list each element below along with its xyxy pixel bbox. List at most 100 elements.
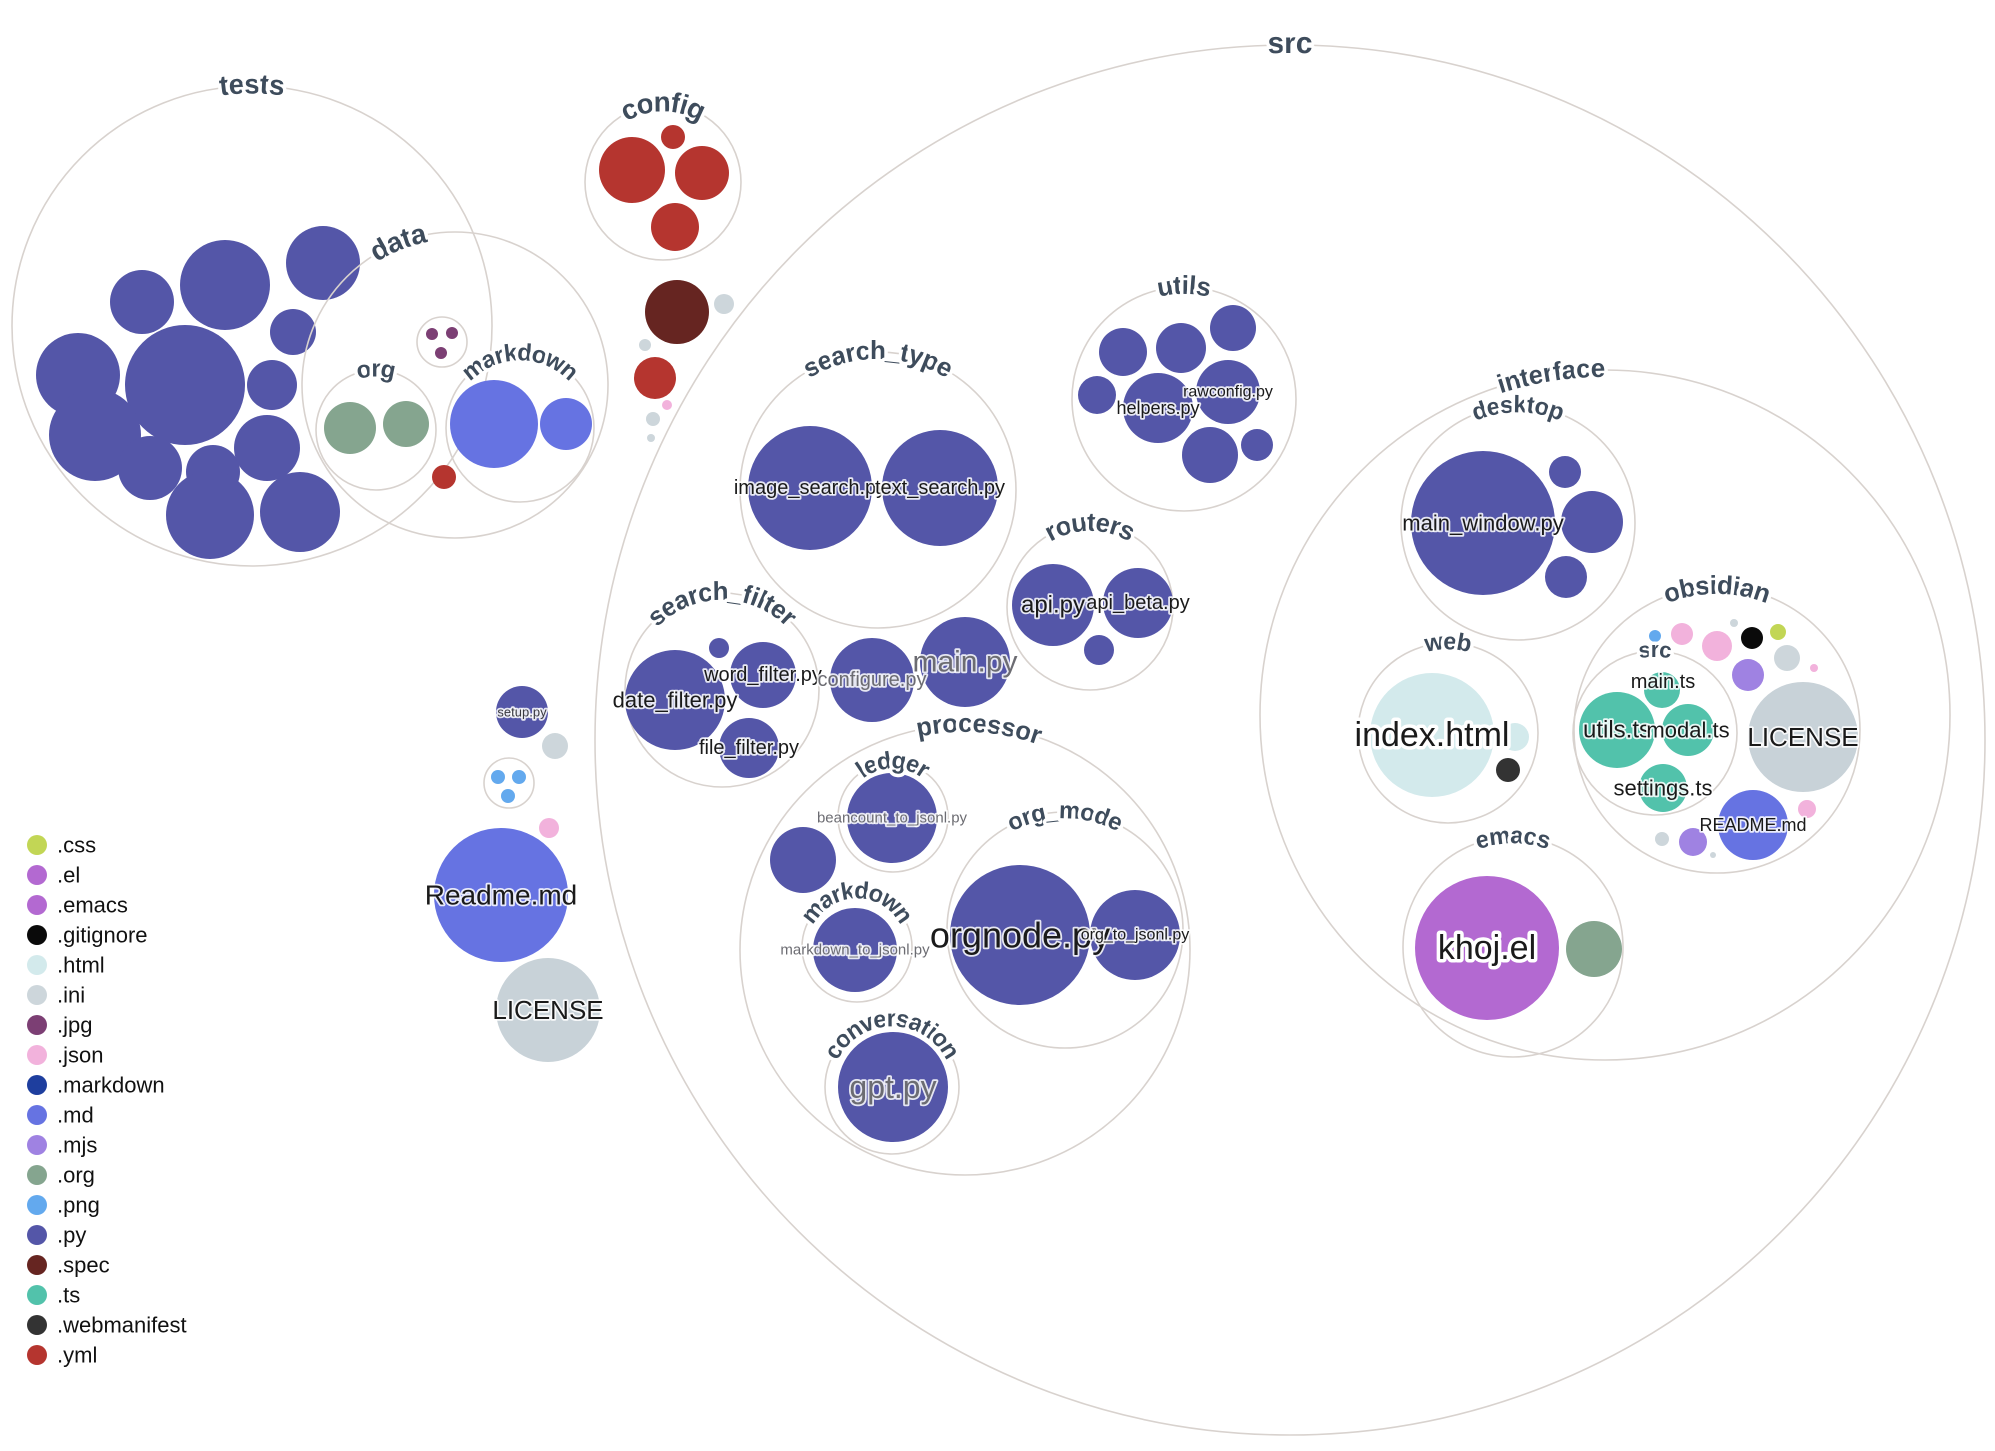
file-html-file[interactable] [1501,723,1529,751]
file-test-file[interactable] [110,270,174,334]
file-Readme.md[interactable] [434,828,568,962]
file-setup.py[interactable] [496,686,548,738]
file-gpt.py[interactable] [838,1032,948,1142]
folder-desktop[interactable] [1400,405,1636,641]
file-py-file[interactable] [1561,491,1623,553]
file-yml-file[interactable] [634,357,676,399]
file-LICENSE[interactable] [1748,682,1858,792]
file-beancount_to_jsonl.py[interactable] [847,773,937,863]
file-png-file[interactable] [491,770,505,784]
file-json-file[interactable] [1671,623,1693,645]
file-gitignore-file[interactable] [1741,627,1763,649]
file-yml-file[interactable] [675,146,729,200]
file-settings.ts[interactable] [1639,764,1687,812]
file-json-file[interactable] [662,400,672,410]
folder-utils[interactable] [1071,286,1297,512]
file-json-file[interactable] [1798,800,1816,818]
folder-src[interactable] [594,44,1986,1436]
folder-org_mode[interactable] [946,811,1184,1049]
folder-src[interactable] [1572,650,1738,816]
file-org-file[interactable] [1566,921,1622,977]
file-md-file[interactable] [450,380,538,468]
folder-assets[interactable] [483,757,535,809]
file-css-file[interactable] [1770,624,1786,640]
file-test-file[interactable] [49,389,141,481]
file-py-file[interactable] [1156,323,1206,373]
file-org_to_jsonl.py[interactable] [1090,890,1180,980]
file-image_search.py[interactable] [748,426,872,550]
file-py-file[interactable] [709,638,729,658]
folder-web[interactable] [1357,642,1539,824]
file-jpg-file[interactable] [446,327,458,339]
file-yml-file[interactable] [661,125,685,149]
file-org-file[interactable] [324,402,376,454]
file-mjs-file[interactable] [1679,828,1707,856]
file-README.md[interactable] [1718,790,1788,860]
file-word_filter.py[interactable] [730,642,796,708]
file-json-file[interactable] [1702,631,1732,661]
file-webmanifest-file[interactable] [1496,758,1520,782]
file-configure.py[interactable] [830,638,914,722]
file-ini-file[interactable] [1655,832,1669,846]
file-khoj.el[interactable] [1415,876,1559,1020]
file-main.py[interactable] [920,617,1010,707]
file-png-file[interactable] [501,789,515,803]
file-khoj.spec[interactable] [645,280,709,344]
folder-routers[interactable] [1006,523,1174,691]
file-test-file[interactable] [247,360,297,410]
file-helpers.py[interactable] [1123,373,1193,443]
file-py-file[interactable] [1549,456,1581,488]
file-ini-file[interactable] [639,339,651,351]
file-png-file[interactable] [512,770,526,784]
file-yml-file[interactable] [599,137,665,203]
file-orgnode.py[interactable] [950,865,1090,1005]
file-png-file[interactable] [1649,630,1661,642]
folder-ledger[interactable] [837,761,949,873]
file-date_filter.py[interactable] [625,650,725,750]
file-test-file[interactable] [234,415,300,481]
file-json-file[interactable] [1810,664,1818,672]
file-test-file[interactable] [286,226,360,300]
folder-emacs[interactable] [1402,836,1624,1058]
file-jpg-file[interactable] [435,347,447,359]
file-api_beta.py[interactable] [1103,568,1173,638]
file-jpg-file[interactable] [426,328,438,340]
file-ini-file[interactable] [714,294,734,314]
file-main_window.py[interactable] [1411,451,1555,595]
folder-obsidian[interactable] [1573,586,1861,874]
file-ini-file[interactable] [1774,645,1800,671]
file-test-file[interactable] [166,471,254,559]
folder-conversation[interactable] [824,1019,960,1155]
file-api.py[interactable] [1012,564,1094,646]
file-py-file[interactable] [1182,427,1238,483]
file-py-file[interactable] [1078,376,1116,414]
file-py-file[interactable] [1241,429,1273,461]
folder-search_filter[interactable] [624,592,820,788]
file-file_filter.py[interactable] [719,718,779,778]
file-json-file[interactable] [539,818,559,838]
file-ini-file[interactable] [646,412,660,426]
folder-images[interactable] [416,316,468,368]
file-markdown_to_jsonl.py[interactable] [813,908,897,992]
file-test-file[interactable] [180,240,270,330]
file-utils.ts[interactable] [1579,692,1655,768]
file-test-file[interactable] [118,436,182,500]
file-ini-file[interactable] [1710,852,1716,858]
file-index.html[interactable] [1370,673,1494,797]
file-LICENSE[interactable] [496,958,600,1062]
file-ini-file[interactable] [542,733,568,759]
file-yml-file[interactable] [432,465,456,489]
folder-config[interactable] [584,103,742,261]
folder-tests[interactable] [11,85,493,567]
file-org-file[interactable] [383,401,429,447]
file-py-file[interactable] [1545,556,1587,598]
folder-org[interactable] [315,369,437,491]
file-py-file[interactable] [1084,635,1114,665]
folder-processor[interactable] [739,724,1191,1176]
file-md-file[interactable] [540,398,592,450]
file-modal.ts[interactable] [1662,704,1714,756]
folder-interface[interactable] [1259,369,1951,1061]
folder-markdown[interactable] [445,353,595,503]
file-rawconfig.py[interactable] [1196,360,1260,424]
file-mjs-file[interactable] [1732,659,1764,691]
